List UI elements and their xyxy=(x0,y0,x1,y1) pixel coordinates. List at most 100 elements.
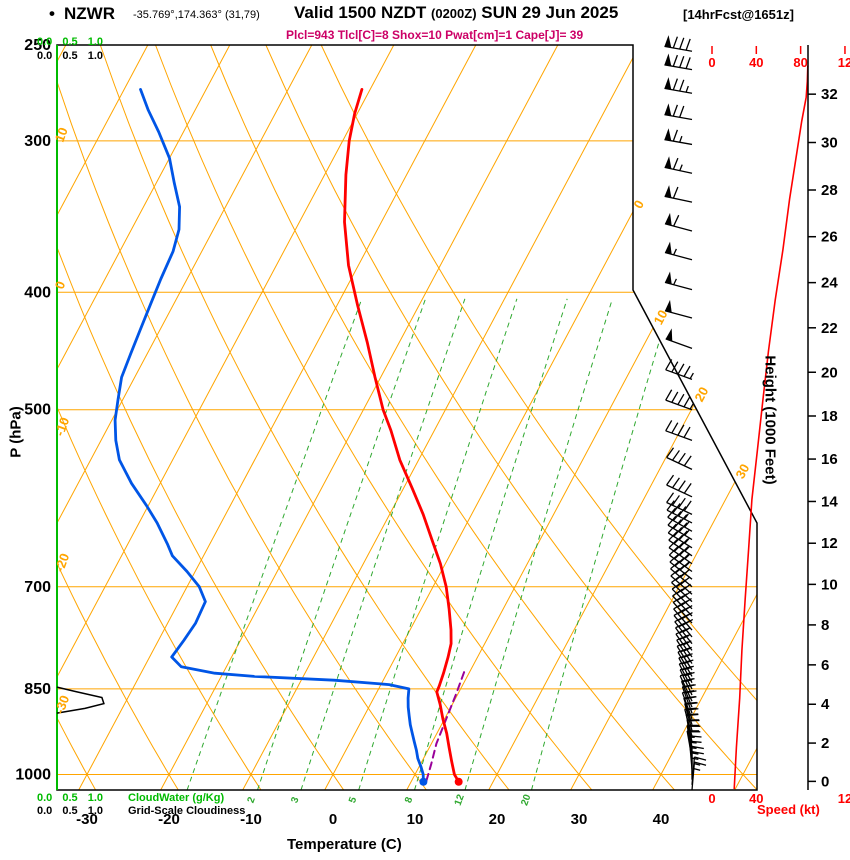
dry-adiabat-line xyxy=(57,45,427,790)
svg-text:26: 26 xyxy=(821,229,838,246)
mixing-ratio-line xyxy=(186,298,363,790)
valid-time-date: SUN 29 Jun 2025 xyxy=(481,3,619,22)
isotherm-line xyxy=(57,45,231,790)
svg-text:12: 12 xyxy=(821,535,838,552)
svg-text:6: 6 xyxy=(821,657,829,674)
dewpoint-curve xyxy=(113,88,425,784)
svg-text:20: 20 xyxy=(821,364,838,381)
svg-text:5: 5 xyxy=(347,795,359,804)
station-coordinates: -35.769°,174.363° (31,79) xyxy=(133,9,260,21)
svg-text:10: 10 xyxy=(52,125,71,144)
background-grid xyxy=(57,45,757,790)
plot-frame xyxy=(56,44,758,791)
station-name: NZWR xyxy=(64,4,115,23)
dry-adiabat-line xyxy=(57,45,262,790)
pressure-axis-label: P (hPa) xyxy=(7,406,25,458)
wind-barbs xyxy=(664,35,707,791)
mixing-ratio-line xyxy=(257,298,426,790)
cloudwater-scale-bottom: 0.0 0.5 1.0 xyxy=(37,792,103,804)
svg-text:1000: 1000 xyxy=(15,766,51,783)
mixing-ratio-line xyxy=(531,298,673,790)
valid-time-main: Valid 1500 NZDT xyxy=(294,3,427,22)
isotherm-line xyxy=(57,45,395,790)
svg-text:18: 18 xyxy=(821,408,838,425)
svg-text:12: 12 xyxy=(838,791,850,806)
height-axis-label: Height (1000 Feet) xyxy=(761,355,779,485)
dry-adiabat-line xyxy=(155,45,593,790)
svg-text:40: 40 xyxy=(653,811,670,828)
speed-axis-label: Speed (kt) xyxy=(757,802,820,817)
svg-text:500: 500 xyxy=(24,402,51,419)
parcel-trace xyxy=(425,669,466,782)
forecast-hour-tag: [14hrFcst@1651z] xyxy=(683,7,794,22)
mixing-ratio-line xyxy=(464,298,613,790)
svg-text:-30: -30 xyxy=(76,811,98,828)
surface-dewpoint-dot xyxy=(419,777,428,786)
svg-text:8: 8 xyxy=(821,617,829,634)
cloudwater-scale-top: 0.0 0.5 1.0 xyxy=(37,36,103,48)
svg-text:4: 4 xyxy=(821,696,830,713)
svg-text:0: 0 xyxy=(708,791,715,806)
sounding-parameters: Plcl=943 Tlcl[C]=8 Shox=10 Pwat[cm]=1 Ca… xyxy=(286,28,584,42)
svg-text:32: 32 xyxy=(821,86,838,103)
svg-text:16: 16 xyxy=(821,451,838,468)
svg-text:28: 28 xyxy=(821,182,838,199)
svg-text:250: 250 xyxy=(24,37,51,54)
dry-adiabat-line xyxy=(265,45,757,790)
isotherm-line xyxy=(242,45,641,790)
svg-text:20: 20 xyxy=(691,384,711,404)
svg-text:-10: -10 xyxy=(240,811,262,828)
svg-text:10: 10 xyxy=(650,307,670,327)
svg-text:850: 850 xyxy=(24,681,51,698)
dry-adiabat-line xyxy=(99,45,510,790)
svg-text:-20: -20 xyxy=(52,551,73,574)
isotherm-line xyxy=(78,45,477,790)
isotherm-line xyxy=(570,45,757,790)
svg-text:24: 24 xyxy=(821,275,838,292)
mixing-ratio-line xyxy=(414,298,568,790)
svg-text:40: 40 xyxy=(749,791,763,806)
dry-adiabat-line xyxy=(210,45,675,790)
svg-text:30: 30 xyxy=(732,461,752,481)
svg-text:10: 10 xyxy=(407,811,424,828)
cloudiness-scale-top: 0.0 0.5 1.0 xyxy=(37,50,103,62)
isotherm-line xyxy=(57,45,149,790)
svg-text:30: 30 xyxy=(821,134,838,151)
svg-text:-10: -10 xyxy=(52,415,73,438)
svg-text:8: 8 xyxy=(403,795,415,804)
isotherm-line xyxy=(57,45,313,790)
svg-text:3: 3 xyxy=(289,795,301,804)
svg-text:10: 10 xyxy=(821,576,838,593)
cloudiness-scale-bottom: 0.0 0.5 1.0 xyxy=(37,805,103,817)
cloudiness-axis-label: Grid-Scale Cloudiness xyxy=(128,805,246,817)
mixing-ratio-line xyxy=(300,298,466,790)
isotherm-line xyxy=(652,45,757,790)
speed-axis: 0 0 40 40 80 12 12 xyxy=(708,46,850,806)
svg-text:40: 40 xyxy=(749,55,763,70)
svg-text:300: 300 xyxy=(24,133,51,150)
svg-text:2: 2 xyxy=(821,735,829,752)
isotherm-line xyxy=(324,45,723,790)
temperature-axis-label: Temperature (C) xyxy=(287,836,402,853)
svg-text:-20: -20 xyxy=(158,811,180,828)
svg-text:0: 0 xyxy=(708,55,715,70)
dry-adiabat-line xyxy=(57,45,179,790)
svg-text:-30: -30 xyxy=(52,693,73,716)
svg-text:14: 14 xyxy=(821,493,838,510)
mixing-ratio-line xyxy=(358,298,518,790)
isotherm-line xyxy=(160,45,559,790)
svg-text:30: 30 xyxy=(571,811,588,828)
isotherm-line xyxy=(406,45,757,790)
dry-adiabat-line xyxy=(320,45,757,790)
grid-line-labels: 10 0 -10 -20 -30 0 10 20 30 2 3 5 8 12 20 xyxy=(52,125,753,807)
svg-text:80: 80 xyxy=(793,55,807,70)
station-bullet: • xyxy=(49,4,55,23)
dry-adiabat-line xyxy=(57,45,345,790)
svg-text:0: 0 xyxy=(52,279,69,291)
svg-text:22: 22 xyxy=(821,320,838,337)
svg-text:12: 12 xyxy=(453,793,467,808)
wind-speed-curve xyxy=(733,65,809,790)
